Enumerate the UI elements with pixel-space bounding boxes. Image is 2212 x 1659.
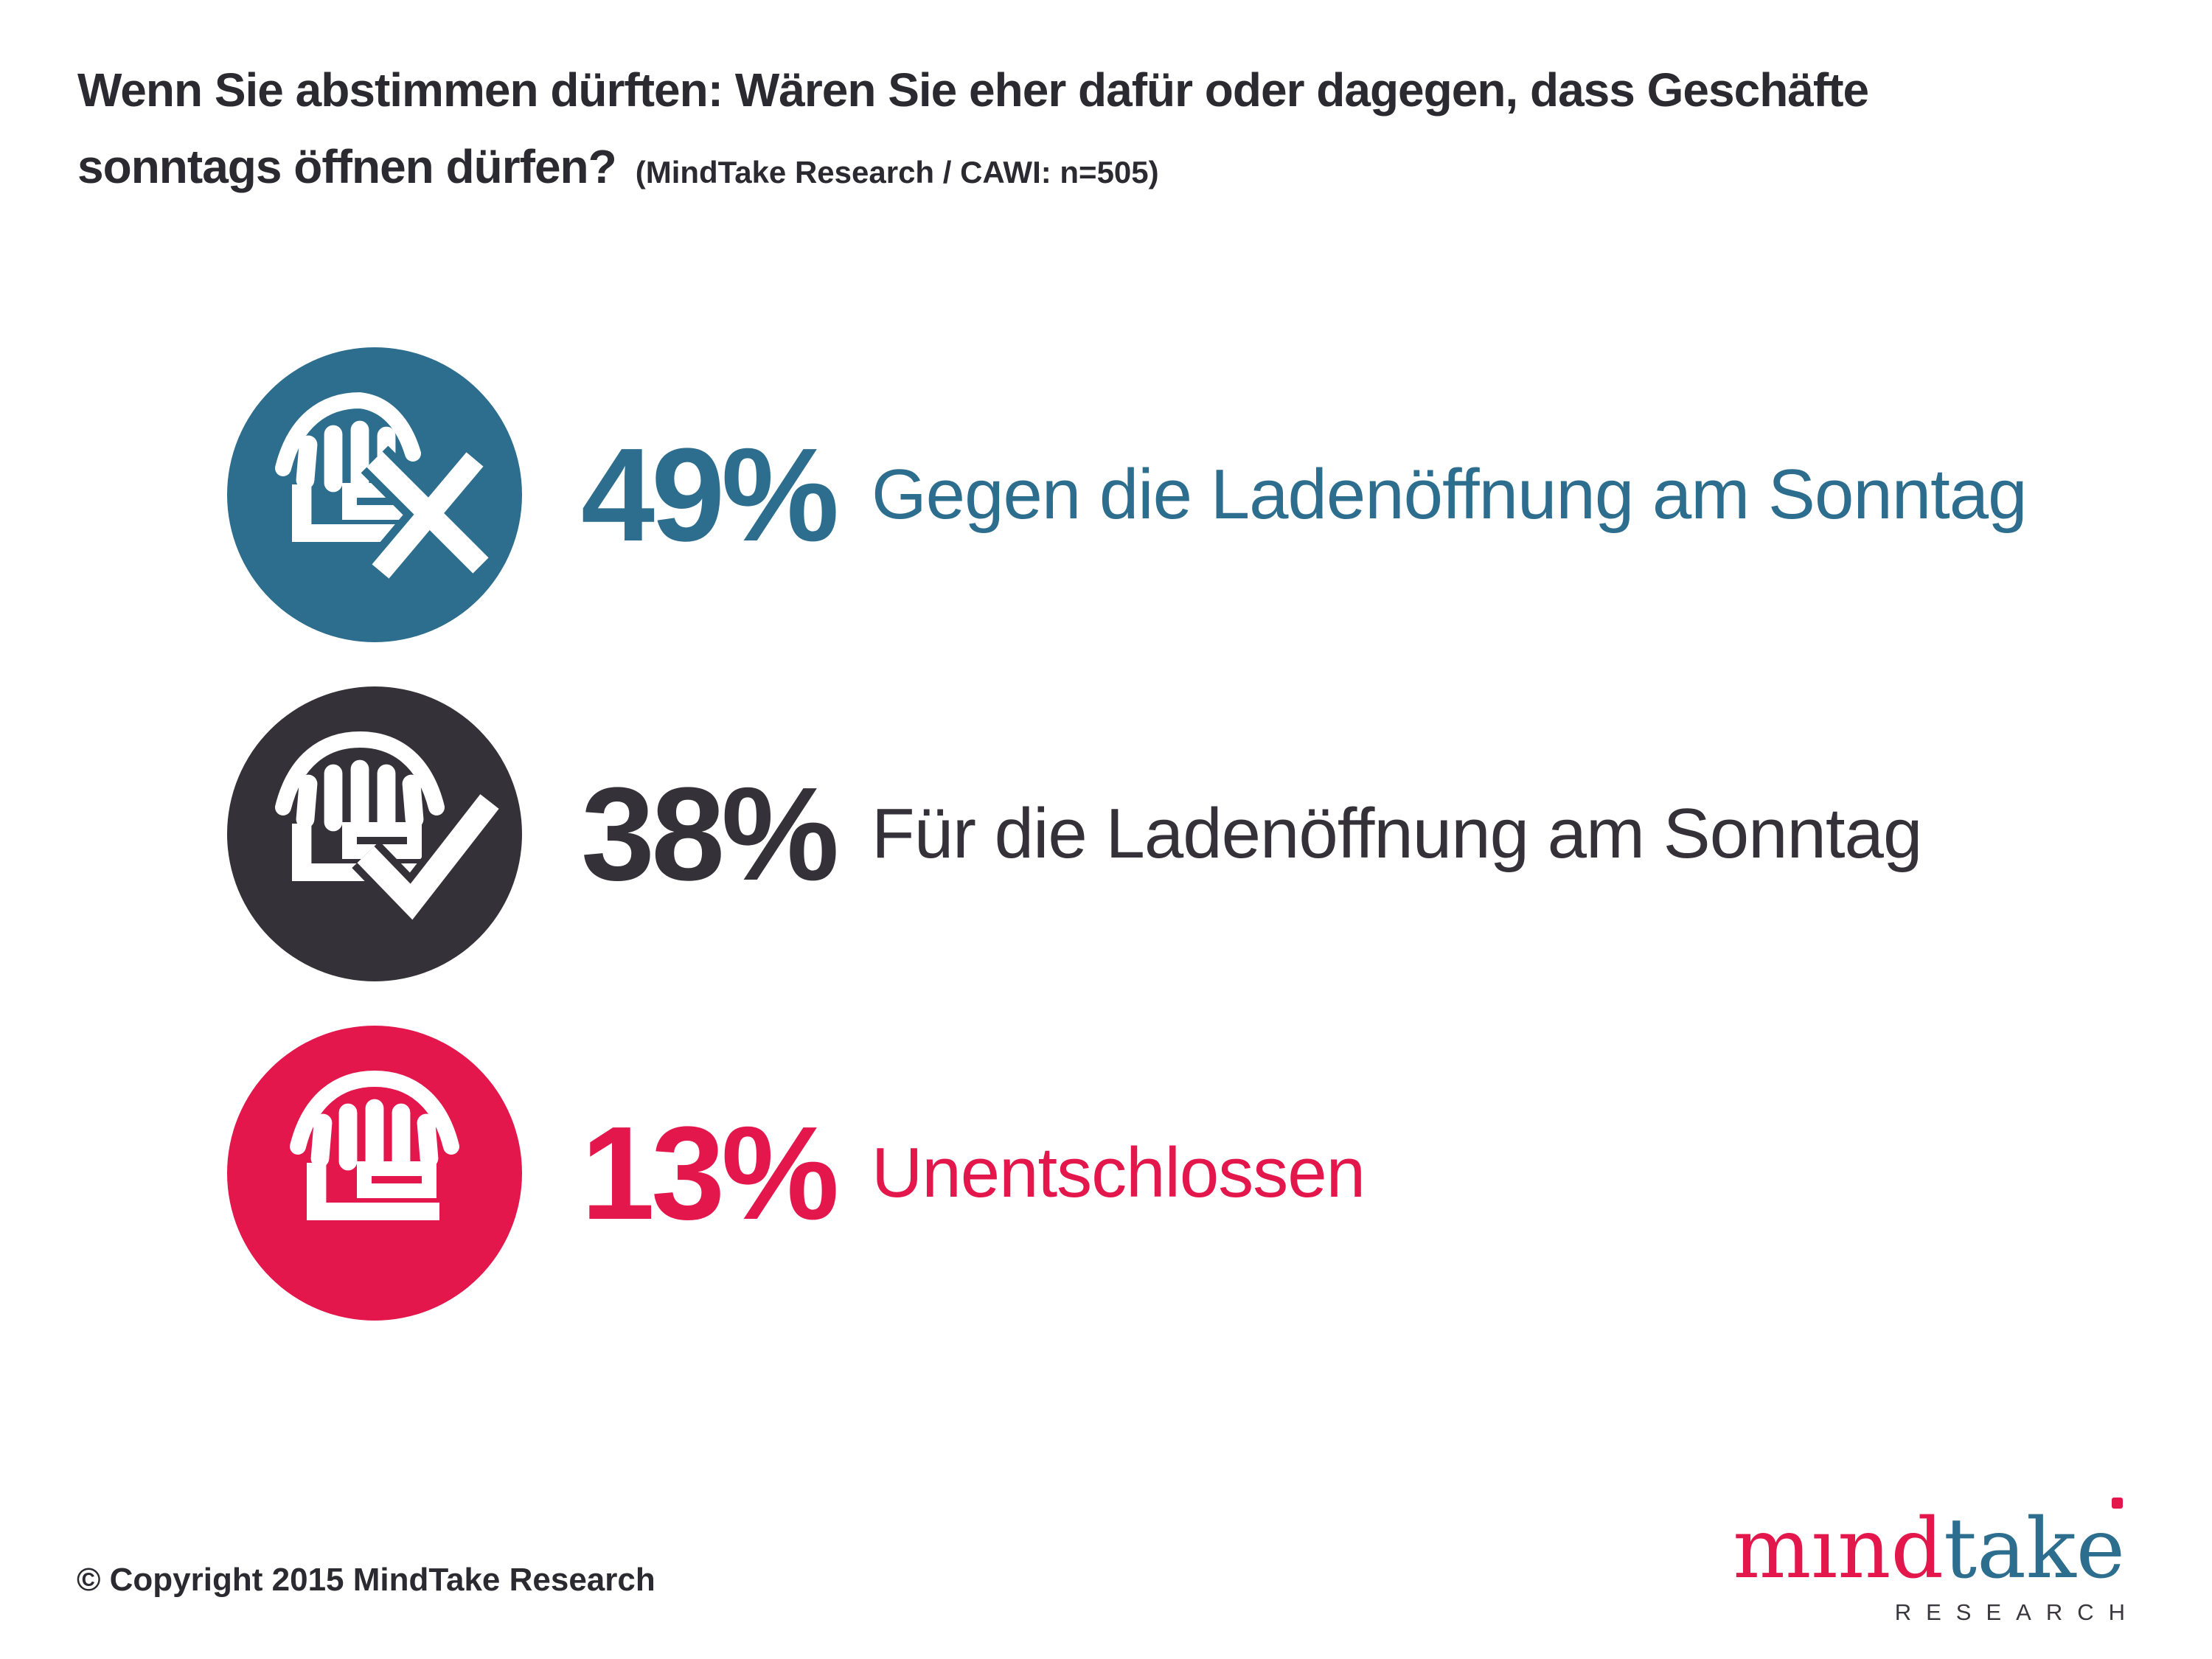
store-awning (290, 1070, 459, 1174)
answer-label: Für die Ladenöffnung am Sonntag (872, 794, 1922, 873)
percent-value: 49% (581, 420, 839, 569)
check-mark (352, 790, 505, 931)
result-row-for: 38% Für die Ladenöffnung am Sonntag (227, 664, 2027, 1004)
result-row-undecided: 13% Unentschlossen (227, 1004, 2027, 1343)
x-mark (361, 445, 495, 584)
result-row-against: 49% Gegen die Ladenöffnung am Sonntag (227, 325, 2028, 664)
source-note: (MindTake Research / CAWI: n=505) (635, 155, 1159, 189)
store-body (307, 1161, 439, 1220)
mindtake-logo: mındtake RESEARCH (1733, 1498, 2125, 1626)
result-rows: 49% Gegen die Ladenöffnung am Sonntag 38… (227, 325, 2028, 1343)
answer-label: Gegen die Ladenöffnung am Sonntag (872, 455, 2028, 534)
title-line-2-text: sonntags öffnen dürfen? (77, 140, 617, 193)
store-closed-x-icon (227, 347, 522, 642)
store-icon (227, 1026, 522, 1321)
title-line-2: sonntags öffnen dürfen? (MindTake Researc… (77, 128, 1868, 211)
store-checkmark-icon (227, 686, 522, 981)
chart-title: Wenn Sie abstimmen dürften: Wären Sie eh… (77, 52, 1869, 211)
copyright-note: © Copyright 2015 MindTake Research (77, 1562, 655, 1598)
logo-take: take (1944, 1498, 2125, 1590)
percent-value: 38% (581, 759, 839, 908)
logo-mind: mınd (1733, 1501, 1944, 1597)
logo-tagline: RESEARCH (1894, 1599, 2140, 1625)
title-line-1: Wenn Sie abstimmen dürften: Wären Sie eh… (77, 63, 1869, 116)
store-awning (275, 731, 445, 835)
logo-wordmark: mındtake (1733, 1498, 2125, 1590)
answer-label: Unentschlossen (872, 1133, 1366, 1212)
store-awning (275, 392, 421, 495)
percent-value: 13% (581, 1099, 839, 1248)
logo-dot-icon (2112, 1498, 2123, 1509)
